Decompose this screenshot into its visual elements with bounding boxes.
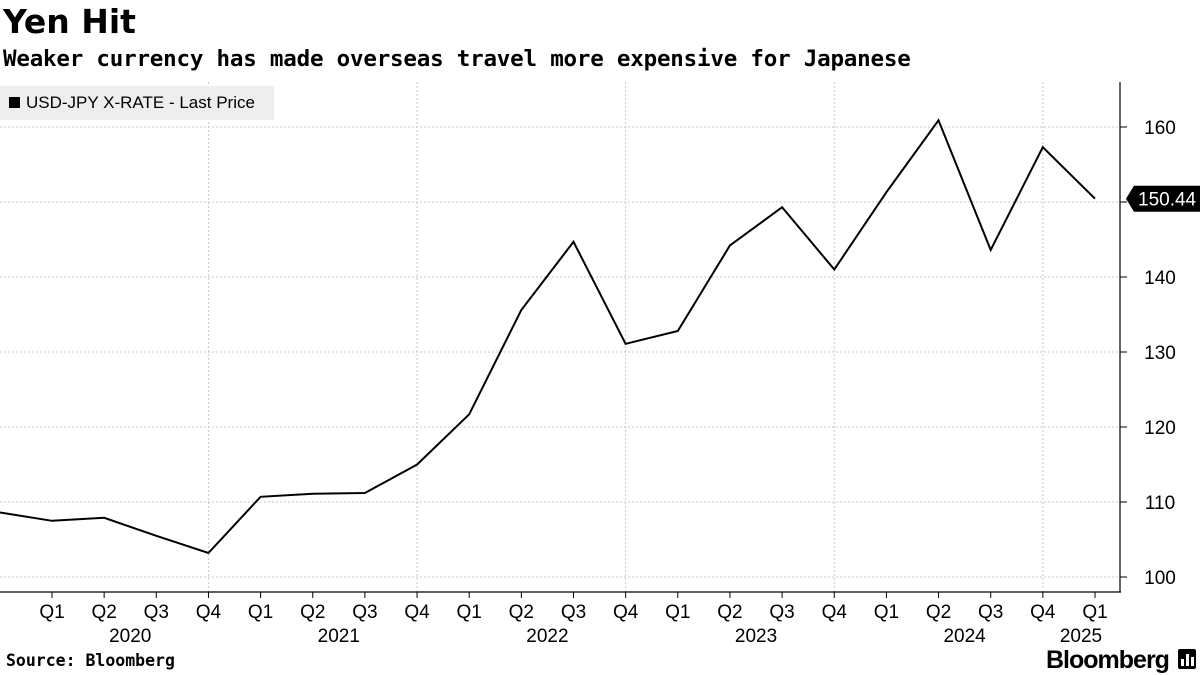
x-quarter-label: Q4: [613, 602, 639, 623]
y-tick-label: 140: [1144, 268, 1176, 289]
y-tick-label: 120: [1144, 418, 1176, 439]
x-year-label: 2024: [943, 626, 986, 647]
x-year-label: 2025: [1060, 626, 1102, 647]
x-quarter-label: Q4: [404, 602, 430, 623]
x-quarter-label: Q4: [1030, 602, 1056, 623]
legend-label: USD-JPY X-RATE - Last Price: [26, 93, 255, 112]
legend-swatch: [9, 97, 20, 108]
brand-logo: Bloomberg: [1046, 646, 1170, 674]
x-quarter-label: Q4: [822, 602, 848, 623]
x-quarter-label: Q3: [769, 602, 794, 623]
y-tick-label: 160: [1144, 118, 1176, 139]
bloomberg-chart-icon: [1178, 649, 1196, 669]
chart-subtitle: Weaker currency has made overseas travel…: [3, 46, 911, 72]
x-quarter-label: Q2: [91, 602, 116, 623]
last-value-label: 150.44: [1138, 190, 1197, 211]
x-quarter-label: Q1: [248, 602, 273, 623]
x-year-label: 2023: [735, 626, 777, 647]
x-quarter-label: Q3: [978, 602, 1003, 623]
x-quarter-label: Q4: [196, 602, 222, 623]
y-tick-label: 100: [1144, 568, 1176, 589]
x-quarter-label: Q2: [300, 602, 325, 623]
last-value-callout: [1126, 185, 1200, 212]
x-quarter-label: Q3: [144, 602, 169, 623]
x-quarter-label: Q3: [561, 602, 586, 623]
chart-title: Yen Hit: [3, 2, 136, 41]
y-tick-label: 130: [1144, 343, 1176, 364]
x-quarter-label: Q1: [874, 602, 899, 623]
x-quarter-label: Q2: [717, 602, 742, 623]
source-note: Source: Bloomberg: [6, 651, 175, 670]
x-quarter-label: Q2: [509, 602, 534, 623]
x-quarter-label: Q3: [352, 602, 377, 623]
x-year-label: 2021: [318, 626, 360, 647]
x-quarter-label: Q1: [39, 602, 64, 623]
x-quarter-label: Q2: [926, 602, 951, 623]
y-tick-label: 110: [1145, 493, 1175, 514]
x-year-label: 2020: [109, 626, 151, 647]
x-quarter-label: Q1: [457, 602, 482, 623]
x-quarter-label: Q1: [665, 602, 690, 623]
series-line: [0, 118, 1096, 555]
x-quarter-label: Q1: [1082, 602, 1107, 623]
x-year-label: 2022: [526, 626, 568, 647]
legend: USD-JPY X-RATE - Last Price: [0, 86, 274, 120]
